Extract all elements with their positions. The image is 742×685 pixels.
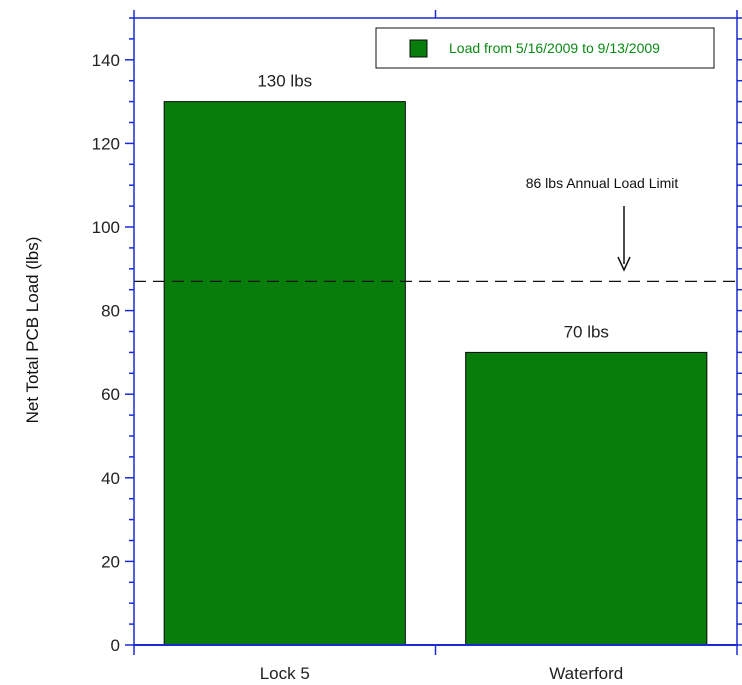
limit-annotation: 86 lbs Annual Load Limit	[526, 175, 679, 191]
legend: Load from 5/16/2009 to 9/13/2009	[375, 27, 715, 69]
bar	[465, 351, 708, 646]
y-axis-title: Net Total PCB Load (lbs)	[23, 237, 42, 424]
y-tick-label: 0	[111, 636, 120, 655]
y-tick-label: 140	[92, 51, 120, 70]
y-tick-label: 120	[92, 134, 120, 153]
y-axis-title-group: Net Total PCB Load (lbs)	[23, 237, 42, 424]
x-tick-label: Waterford	[549, 664, 623, 683]
y-tick-label: 40	[101, 469, 120, 488]
y-axis-ticks: 0 20 40 60 80 100 120 140	[92, 17, 742, 655]
legend-box	[375, 27, 715, 69]
bar-data-label: 130 lbs	[257, 72, 312, 91]
x-axis-ticks: Lock 5 Waterford	[133, 10, 738, 683]
y-tick-label: 60	[101, 385, 120, 404]
annotation-arrow-head	[617, 256, 631, 272]
x-tick-label: Lock 5	[260, 664, 310, 683]
bars: 130 lbs 70 lbs	[163, 72, 708, 646]
y-tick-label: 20	[101, 552, 120, 571]
bar-data-label: 70 lbs	[564, 322, 609, 341]
y-tick-label: 80	[101, 302, 120, 321]
plot-frame	[133, 17, 738, 646]
annotation-group: 86 lbs Annual Load Limit	[526, 175, 679, 272]
bar	[163, 101, 406, 646]
y-tick-label: 100	[92, 218, 120, 237]
legend-swatch	[409, 39, 428, 58]
legend-label: Load from 5/16/2009 to 9/13/2009	[449, 40, 660, 56]
